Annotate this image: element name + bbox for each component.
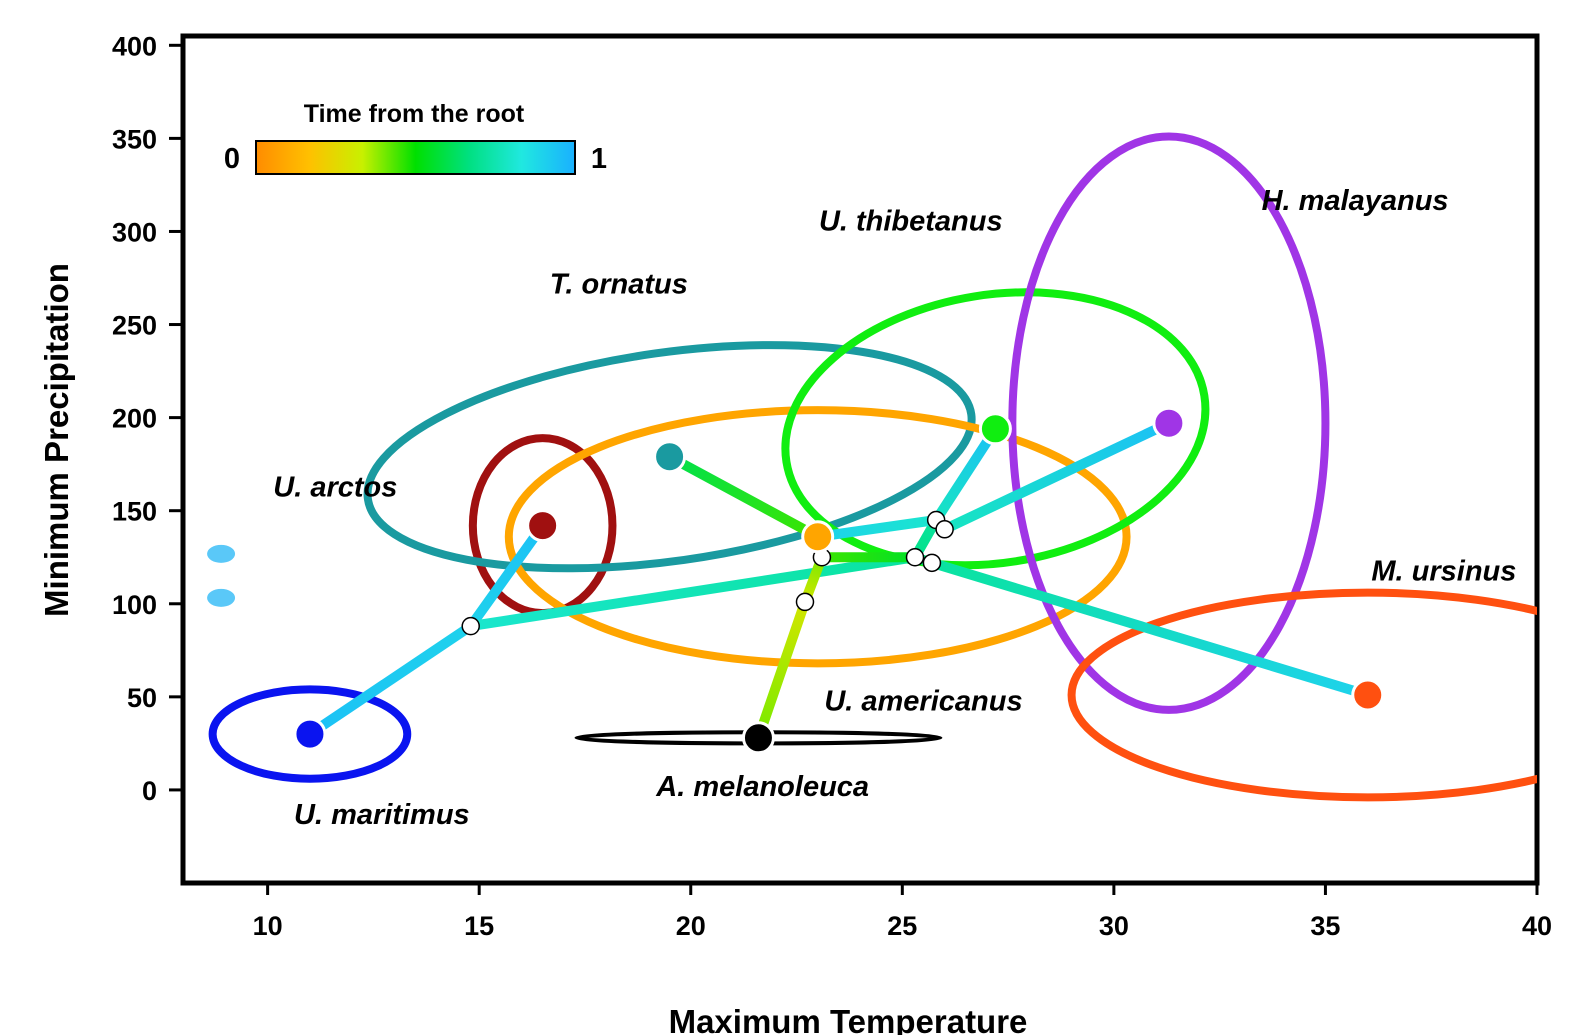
species-point-a-melanoleuca: [741, 721, 775, 755]
y-tick-label: 0: [142, 776, 157, 806]
species-point-u-arctos: [526, 509, 560, 543]
phylo-branch: [939, 418, 1174, 535]
colorbar-legend: Time from the root 0 1: [224, 100, 607, 175]
species-label-u-maritimus: U. maritimus: [294, 799, 470, 831]
x-tick-label: 35: [1310, 911, 1340, 941]
species-label-u-thibetanus: U. thibetanus: [819, 205, 1003, 237]
species-label-h-malayanus: H. malayanus: [1262, 185, 1449, 217]
species-label-u-arctos: U. arctos: [273, 471, 397, 503]
species-label-t-ornatus: T. ornatus: [550, 269, 688, 301]
phylo-branch: [465, 552, 921, 632]
ancestral-node: [795, 592, 815, 612]
ellipse-u-maritimus: [208, 685, 412, 783]
x-tick-label: 30: [1099, 911, 1129, 941]
x-tick-label: 20: [676, 911, 706, 941]
ellipse-u-americanus: [504, 406, 1131, 668]
y-tick-label: 300: [112, 217, 157, 247]
species-labels-layer: U. maritimus U. arctos T. ornatus U. americ…: [273, 185, 1516, 831]
y-axis-ticks: 0 50 100 150 200 250 300 350 400: [112, 31, 183, 806]
y-tick-label: 150: [112, 497, 157, 527]
clipped-marker-top: [207, 544, 236, 563]
clipped-marker: [205, 544, 238, 607]
ellipse-h-malayanus: [1008, 132, 1330, 714]
x-tick-label: 25: [887, 911, 917, 941]
y-tick-label: 400: [112, 31, 157, 61]
y-axis-title: Minimum Precipitation: [38, 263, 75, 617]
species-label-a-melanoleuca: A. melanoleuca: [655, 771, 869, 803]
phylo-branch: [753, 596, 811, 743]
species-label-u-americanus: U. americanus: [824, 686, 1022, 718]
y-tick-label: 50: [127, 683, 157, 713]
species-point-u-maritimus: [293, 717, 327, 751]
ancestral-node: [935, 520, 954, 539]
phylo-branch: [812, 515, 942, 542]
ancestral-node: [922, 553, 942, 573]
species-point-t-ornatus: [653, 440, 687, 474]
ancestral-node: [905, 547, 925, 567]
colorbar-max-label: 1: [591, 143, 607, 175]
colorbar-min-label: 0: [224, 143, 240, 175]
tips-layer: [293, 406, 1385, 755]
ancestral-node: [461, 616, 480, 636]
plot-frame: [180, 33, 1540, 886]
colorbar-title: Time from the root: [304, 100, 525, 128]
species-point-u-americanus: [801, 520, 835, 554]
ellipse-u-thibetanus: [781, 288, 1210, 570]
x-axis-ticks: 10 15 20 25 30 35 40: [253, 883, 1552, 941]
species-point-u-thibetanus: [978, 412, 1012, 446]
colorbar: [255, 140, 576, 175]
species-point-m-ursinus: [1351, 678, 1385, 712]
ellipse-m-ursinus: [1067, 588, 1537, 802]
x-axis-title: Maximum Temperature: [669, 1003, 1028, 1035]
x-tick-label: 40: [1522, 911, 1552, 941]
clipped-marker-gap: [205, 563, 238, 588]
species-label-m-ursinus: M. ursinus: [1371, 555, 1516, 587]
y-tick-label: 350: [112, 124, 157, 154]
phylo-branch: [664, 451, 823, 542]
y-tick-label: 200: [112, 404, 157, 434]
phylo-branch: [304, 621, 476, 740]
x-tick-label: 10: [253, 911, 283, 941]
nodes-layer: [461, 510, 954, 636]
x-tick-label: 15: [464, 911, 494, 941]
branches-layer: [304, 418, 1373, 743]
y-tick-label: 250: [112, 311, 157, 341]
phylo-branch: [931, 423, 1001, 525]
clipped-marker-bottom: [207, 588, 236, 607]
phylo-branch: [926, 557, 1373, 700]
species-point-h-malayanus: [1152, 406, 1186, 440]
phylo-branch: [465, 520, 548, 632]
ellipse-t-ornatus: [363, 341, 976, 573]
y-tick-label: 100: [112, 590, 157, 620]
